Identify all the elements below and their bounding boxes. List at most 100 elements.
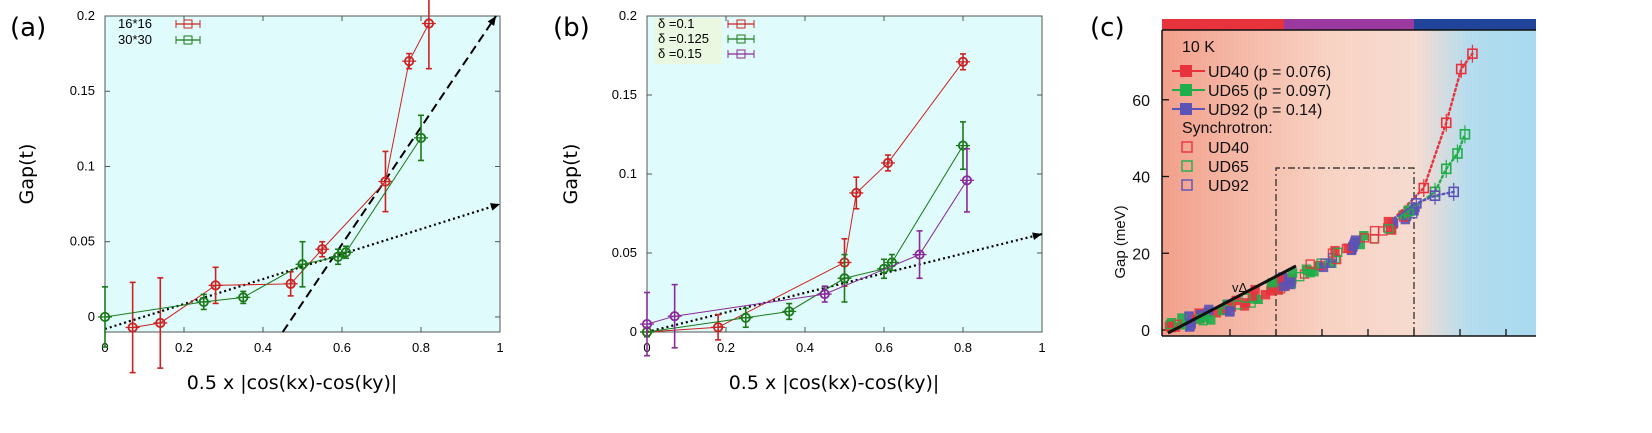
cloud-marker-112 bbox=[1206, 315, 1216, 325]
data-point-c-2-2 bbox=[1448, 186, 1460, 198]
cloud-marker-106 bbox=[1305, 268, 1315, 278]
legend-a: 16*16 30*30 bbox=[118, 16, 201, 47]
ytick-label-c-1: 20 bbox=[1132, 246, 1150, 263]
ylabel-b: Gap(t) bbox=[560, 144, 582, 205]
data-point-c-0-0 bbox=[1418, 182, 1430, 194]
data-point-a-1-1 bbox=[198, 296, 209, 308]
cloud-marker-108 bbox=[1164, 321, 1175, 332]
guides-b bbox=[646, 232, 1043, 334]
data-point-b-2-2 bbox=[819, 288, 830, 300]
cloud-marker-118 bbox=[1333, 247, 1343, 258]
panel-label-b: (b) bbox=[553, 13, 590, 43]
cloud-marker-104 bbox=[1279, 281, 1289, 292]
xlabel-a: 0.5 x |cos(kx)-cos(ky)| bbox=[187, 372, 398, 394]
ticks-c: 0 20 40 60 bbox=[1132, 93, 1507, 340]
data-point-b-1-2 bbox=[784, 306, 795, 317]
data-point-b-1-1 bbox=[740, 312, 751, 323]
data-point-a-0-1 bbox=[155, 317, 166, 329]
data-point-c-2-0 bbox=[1411, 198, 1422, 209]
data-point-b-1-3 bbox=[839, 273, 850, 284]
legend-c-marker-1 bbox=[1180, 84, 1192, 96]
data-point-c-2-1 bbox=[1429, 190, 1441, 201]
legend-b-item-1: δ =0.125 bbox=[658, 31, 709, 46]
data-point-c-1-2 bbox=[1440, 163, 1452, 175]
xtick-label-b-1: 0.2 bbox=[717, 340, 735, 355]
legend-c-item-2: UD92 (p = 0.14) bbox=[1208, 102, 1322, 119]
cloud-marker-114 bbox=[1305, 259, 1315, 269]
ylabel-c: Gap (meV) bbox=[1112, 205, 1129, 278]
color-band-c-1 bbox=[1284, 19, 1414, 30]
guide-arrow-a-1 bbox=[490, 203, 500, 211]
cloud-marker-69 bbox=[1260, 289, 1271, 300]
v-delta-label: vΔ bbox=[1232, 280, 1248, 295]
legend-c-header: Synchrotron: bbox=[1182, 120, 1273, 137]
cloud-marker-100 bbox=[1384, 224, 1394, 234]
xtick-label-a-1: 0.2 bbox=[175, 340, 193, 355]
data-point-a-1-0 bbox=[99, 311, 111, 323]
cloud-marker-115 bbox=[1241, 293, 1251, 303]
ytick-label-a-1: 0.05 bbox=[70, 234, 95, 249]
data-point-a-1-4 bbox=[332, 251, 344, 262]
color-bands-c bbox=[1162, 19, 1536, 30]
legend-b-bg bbox=[654, 18, 722, 64]
legend-c-item-6: UD92 bbox=[1208, 178, 1249, 195]
xtick-label-a-5: 1 bbox=[496, 340, 503, 355]
xtick-label-a-2: 0.4 bbox=[254, 340, 272, 355]
data-point-c-0-3 bbox=[1467, 48, 1478, 60]
data-point-a-0-4 bbox=[317, 244, 328, 255]
legend-b: δ =0.1 δ =0.125 δ =0.15 bbox=[654, 16, 755, 64]
ytick-label-a-2: 0.1 bbox=[77, 158, 95, 173]
trend-c-2 bbox=[1392, 190, 1455, 220]
guide-line-a-0 bbox=[281, 15, 497, 333]
legend-b-marker-0 bbox=[736, 19, 746, 29]
xtick-label-a-4: 0.8 bbox=[412, 340, 430, 355]
ytick-label-a-0: 0 bbox=[88, 309, 95, 324]
series-a bbox=[98, 0, 436, 374]
ytick-label-b-4: 0.2 bbox=[619, 8, 637, 23]
cloud-marker-109 bbox=[1165, 319, 1176, 330]
ytick-label-b-3: 0.15 bbox=[612, 87, 637, 102]
v-delta-line bbox=[1167, 264, 1297, 335]
legend-c-marker-4 bbox=[1181, 141, 1193, 153]
ytick-label-a-4: 0.2 bbox=[77, 8, 95, 23]
ylabel-a: Gap(t) bbox=[16, 144, 38, 205]
guides-a bbox=[104, 15, 501, 333]
data-point-b-1-4 bbox=[878, 263, 890, 274]
data-point-b-0-1 bbox=[712, 322, 724, 333]
legend-b-marker-2 bbox=[736, 49, 746, 59]
data-point-b-1-6 bbox=[957, 140, 969, 151]
cloud-marker-84 bbox=[1383, 216, 1394, 227]
data-point-a-1-3 bbox=[297, 259, 308, 270]
cloud-marker-67 bbox=[1295, 271, 1305, 282]
panel-label-a: (a) bbox=[10, 13, 46, 43]
data-point-b-2-4 bbox=[961, 175, 973, 186]
legend-c-item-1: UD65 (p = 0.097) bbox=[1208, 83, 1331, 100]
panel-label-c: (c) bbox=[1090, 13, 1125, 43]
xlabel-b: 0.5 x |cos(kx)-cos(ky)| bbox=[729, 372, 940, 394]
legend-c-item-0: UD40 (p = 0.076) bbox=[1208, 64, 1331, 81]
series-c bbox=[1392, 44, 1478, 221]
data-point-b-0-5 bbox=[957, 56, 969, 67]
guide-line-a-1 bbox=[104, 203, 501, 331]
cloud-marker-116 bbox=[1320, 258, 1330, 268]
cloud-marker-72 bbox=[1369, 234, 1380, 244]
legend-a-marker-1 bbox=[183, 35, 193, 45]
data-point-a-0-5 bbox=[380, 176, 391, 187]
guide-arrow-a-0 bbox=[487, 16, 497, 26]
legend-c-item-5: UD65 bbox=[1208, 159, 1249, 176]
ytick-label-b-0: 0 bbox=[630, 324, 637, 339]
data-point-a-0-3 bbox=[285, 278, 296, 289]
data-point-b-0-3 bbox=[851, 187, 862, 199]
xtick-label-a-3: 0.6 bbox=[333, 340, 351, 355]
legend-b-item-2: δ =0.15 bbox=[658, 46, 702, 61]
data-point-b-2-0 bbox=[641, 318, 653, 330]
legend-c-item-4: UD40 bbox=[1208, 140, 1249, 157]
data-point-c-1-4 bbox=[1459, 128, 1471, 140]
legend-b-item-0: δ =0.1 bbox=[658, 16, 695, 31]
cloud-marker-111 bbox=[1330, 245, 1340, 256]
guide-arrow-b-0 bbox=[1032, 232, 1042, 241]
data-point-a-0-2 bbox=[210, 280, 221, 291]
ytick-label-b-2: 0.1 bbox=[619, 166, 637, 181]
